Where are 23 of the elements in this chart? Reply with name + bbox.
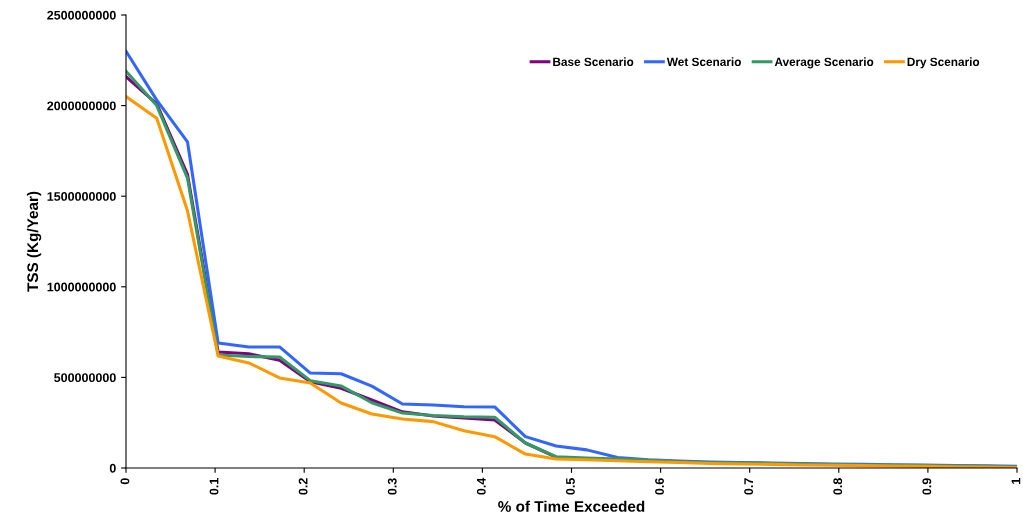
x-tick-label: 1 [1011, 478, 1021, 484]
x-tick-label: 0.3 [387, 478, 397, 495]
y-tick-label: 2500000000 [47, 10, 116, 20]
legend-label: Base Scenario [553, 57, 634, 67]
x-tick-label: 0 [120, 478, 130, 485]
y-tick-label: 1000000000 [47, 282, 116, 292]
y-tick-label: 1500000000 [47, 192, 116, 201]
y-tick-label: 0 [109, 463, 116, 473]
x-tick-label: 0.2 [298, 478, 308, 495]
legend-label: Average Scenario [774, 57, 874, 69]
x-tick-label: 0.8 [833, 478, 843, 495]
x-tick-label: 0.5 [566, 478, 575, 495]
y-tick-label: 500000000 [54, 373, 116, 383]
legend-label: Dry Scenario [907, 57, 980, 69]
x-tick-label: 0.4 [476, 477, 486, 495]
x-axis-title: % of Time Exceeded [498, 500, 645, 512]
x-tick-label: 0.6 [655, 478, 664, 495]
legend-label: Wet Scenario [666, 57, 741, 67]
x-tick-label: 0.1 [209, 478, 219, 495]
y-axis-title: TSS (Kg/Year) [26, 191, 42, 292]
x-tick-label: 0.7 [744, 478, 754, 495]
y-tick-label: 2000000000 [47, 101, 116, 111]
x-tick-label: 0.9 [922, 478, 932, 495]
